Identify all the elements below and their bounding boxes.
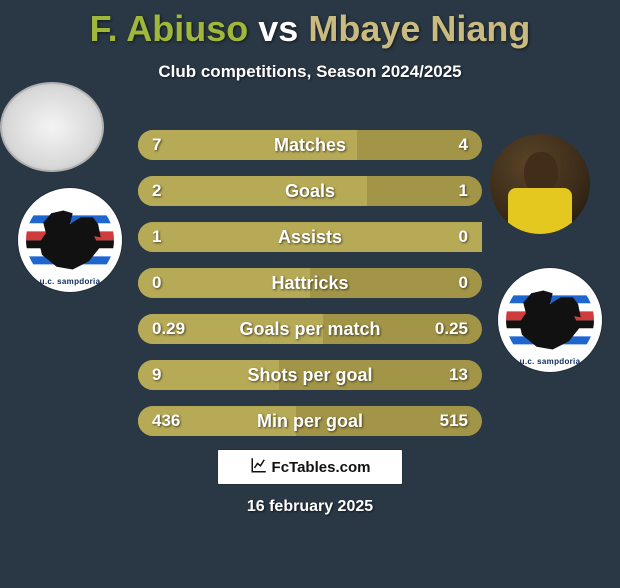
stat-row: 913Shots per goal <box>138 360 482 390</box>
stat-label: Min per goal <box>138 406 482 436</box>
stat-row: 00Hattricks <box>138 268 482 298</box>
club-badge-text: u.c. sampdoria <box>18 277 122 286</box>
brand-label: FcTables.com <box>272 459 371 476</box>
player1-name: F. Abiuso <box>90 8 249 49</box>
stat-row: 74Matches <box>138 130 482 160</box>
stat-row: 10Assists <box>138 222 482 252</box>
vs-word: vs <box>258 8 298 49</box>
player1-club-badge: u.c. sampdoria <box>18 188 122 292</box>
stat-label: Matches <box>138 130 482 160</box>
stat-row: 21Goals <box>138 176 482 206</box>
stat-row: 436515Min per goal <box>138 406 482 436</box>
player2-avatar <box>490 134 590 234</box>
season-subtitle: Club competitions, Season 2024/2025 <box>0 62 620 82</box>
snapshot-date: 16 february 2025 <box>0 498 620 516</box>
player2-club-badge: u.c. sampdoria <box>498 268 602 372</box>
club-badge-text: u.c. sampdoria <box>498 357 602 366</box>
stat-label: Assists <box>138 222 482 252</box>
stat-label: Hattricks <box>138 268 482 298</box>
player1-avatar <box>0 82 104 172</box>
stat-label: Goals <box>138 176 482 206</box>
stat-label: Shots per goal <box>138 360 482 390</box>
stat-label: Goals per match <box>138 314 482 344</box>
brand-link[interactable]: FcTables.com <box>218 450 402 484</box>
player2-name: Mbaye Niang <box>308 8 530 49</box>
stats-container: 74Matches 21Goals 10Assists 00Hattricks 0.29… <box>138 130 482 452</box>
stat-row: 0.290.25Goals per match <box>138 314 482 344</box>
comparison-title: F. Abiuso vs Mbaye Niang <box>0 8 620 50</box>
brand-chart-icon <box>250 456 268 478</box>
